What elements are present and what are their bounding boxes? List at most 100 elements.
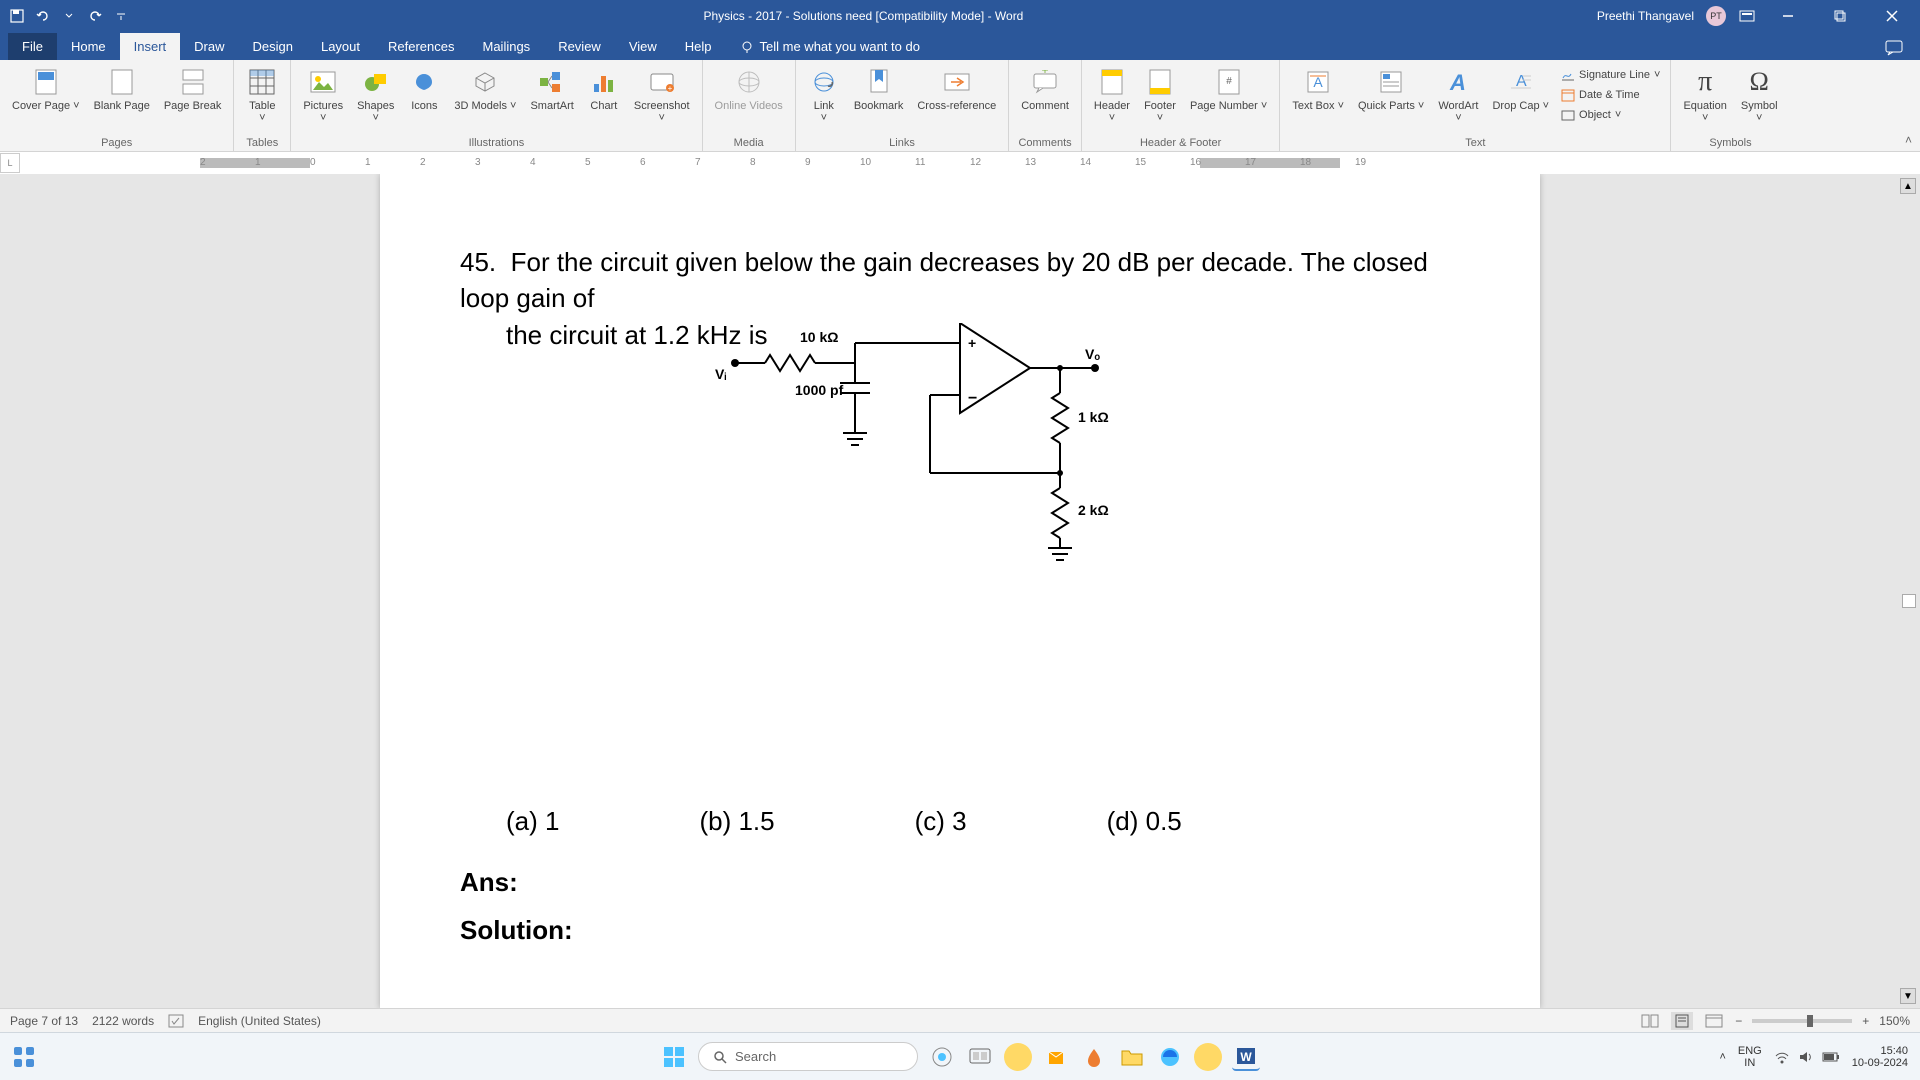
share-comments-icon[interactable] xyxy=(1880,36,1908,60)
ruler-mark: 5 xyxy=(585,157,591,168)
tab-file[interactable]: File xyxy=(8,33,57,60)
page-number-button[interactable]: #Page Number ˅ xyxy=(1184,64,1273,114)
symbol-button[interactable]: ΩSymbol˅ xyxy=(1735,64,1784,126)
equation-button[interactable]: πEquation˅ xyxy=(1677,64,1732,126)
taskbar-search[interactable]: Search xyxy=(698,1042,918,1071)
read-mode-icon[interactable] xyxy=(1639,1012,1661,1030)
split-box[interactable] xyxy=(1902,594,1916,608)
online-videos-button[interactable]: Online Videos xyxy=(709,64,789,114)
taskbar-app-4[interactable] xyxy=(1194,1043,1222,1071)
widgets-icon[interactable] xyxy=(12,1045,36,1069)
tell-me-label: Tell me what you want to do xyxy=(760,39,920,54)
quick-parts-button[interactable]: Quick Parts ˅ xyxy=(1352,64,1430,114)
battery-icon[interactable] xyxy=(1822,1051,1840,1063)
ribbon-group-label: Pages xyxy=(6,135,227,151)
ribbon-group-label: Text xyxy=(1286,135,1664,151)
ribbon-display-icon[interactable] xyxy=(1738,7,1756,25)
redo-icon[interactable] xyxy=(86,7,104,25)
zoom-slider[interactable] xyxy=(1752,1019,1852,1023)
web-layout-icon[interactable] xyxy=(1703,1012,1725,1030)
object-button[interactable]: Object ˅ xyxy=(1557,106,1664,124)
minimize-button[interactable] xyxy=(1768,0,1808,32)
wordart-button[interactable]: AWordArt˅ xyxy=(1432,64,1484,126)
tab-help[interactable]: Help xyxy=(671,33,726,60)
wifi-icon[interactable] xyxy=(1774,1050,1790,1064)
tab-draw[interactable]: Draw xyxy=(180,33,238,60)
input-lang[interactable]: ENG xyxy=(1738,1045,1762,1057)
zoom-thumb[interactable] xyxy=(1807,1015,1813,1027)
link-button[interactable]: Link˅ xyxy=(802,64,846,126)
icons-button[interactable]: Icons xyxy=(402,64,446,114)
date-time-button[interactable]: Date & Time xyxy=(1557,86,1664,104)
horizontal-ruler[interactable]: 21012345678910111213141516171819 xyxy=(200,154,1920,172)
footer-button[interactable]: Footer˅ xyxy=(1138,64,1182,126)
tray-chevron-icon[interactable]: ˄ xyxy=(1719,1051,1725,1063)
tab-layout[interactable]: Layout xyxy=(307,33,374,60)
header-button[interactable]: Header˅ xyxy=(1088,64,1136,126)
zoom-level[interactable]: 150% xyxy=(1879,1014,1910,1028)
input-locale[interactable]: IN xyxy=(1738,1057,1762,1069)
copilot-icon[interactable] xyxy=(928,1043,956,1071)
windows-taskbar: Search W ˄ ENG IN 15:40 10-09-2024 xyxy=(0,1032,1920,1080)
circuit-diagram: + − xyxy=(700,323,1120,583)
file-explorer-icon[interactable] xyxy=(1118,1043,1146,1071)
tab-home[interactable]: Home xyxy=(57,33,120,60)
3d-models-button[interactable]: 3D Models ˅ xyxy=(448,64,522,114)
zoom-in-button[interactable]: + xyxy=(1862,1014,1869,1028)
pictures-button[interactable]: Pictures˅ xyxy=(297,64,349,126)
language-indicator[interactable]: English (United States) xyxy=(198,1014,321,1028)
taskbar-app-2[interactable] xyxy=(1042,1043,1070,1071)
scroll-down-button[interactable]: ▼ xyxy=(1900,988,1916,1004)
tell-me-search[interactable]: Tell me what you want to do xyxy=(726,33,934,60)
customize-qat-icon[interactable] xyxy=(112,7,130,25)
taskbar-app-3[interactable] xyxy=(1080,1043,1108,1071)
tab-review[interactable]: Review xyxy=(544,33,615,60)
signature-line-button[interactable]: Signature Line ˅ xyxy=(1557,66,1664,84)
word-icon[interactable]: W xyxy=(1232,1043,1260,1071)
tab-mailings[interactable]: Mailings xyxy=(469,33,545,60)
word-count[interactable]: 2122 words xyxy=(92,1014,154,1028)
page-indicator[interactable]: Page 7 of 13 xyxy=(10,1014,78,1028)
ruler-mark: 15 xyxy=(1135,157,1146,168)
tab-references[interactable]: References xyxy=(374,33,468,60)
chart-button[interactable]: Chart xyxy=(582,64,626,114)
document-page[interactable]: 45. For the circuit given below the gain… xyxy=(380,174,1540,1008)
chevron-down-icon[interactable] xyxy=(60,7,78,25)
save-icon[interactable] xyxy=(8,7,26,25)
table-button[interactable]: Table˅ xyxy=(240,64,284,126)
zoom-out-button[interactable]: − xyxy=(1735,1014,1742,1028)
user-avatar[interactable]: PT xyxy=(1706,6,1726,26)
page-break-button[interactable]: Page Break xyxy=(158,64,227,114)
drop-cap-button[interactable]: ADrop Cap ˅ xyxy=(1486,64,1555,114)
text-box-button[interactable]: AText Box ˅ xyxy=(1286,64,1350,114)
volume-icon[interactable] xyxy=(1798,1050,1814,1064)
ruler: L 21012345678910111213141516171819 xyxy=(0,152,1920,174)
maximize-button[interactable] xyxy=(1820,0,1860,32)
tab-view[interactable]: View xyxy=(615,33,671,60)
taskbar-app-1[interactable] xyxy=(1004,1043,1032,1071)
collapse-ribbon-icon[interactable]: ˄ xyxy=(1905,133,1912,147)
bookmark-button[interactable]: Bookmark xyxy=(848,64,910,114)
start-button[interactable] xyxy=(660,1043,688,1071)
ruler-mark: 1 xyxy=(255,157,261,168)
spell-check-icon[interactable] xyxy=(168,1014,184,1028)
tab-selector[interactable]: L xyxy=(0,153,20,173)
close-button[interactable] xyxy=(1872,0,1912,32)
comment-button[interactable]: +Comment xyxy=(1015,64,1075,114)
undo-icon[interactable] xyxy=(34,7,52,25)
clock[interactable]: 15:40 10-09-2024 xyxy=(1852,1045,1908,1069)
print-layout-icon[interactable] xyxy=(1671,1012,1693,1030)
tab-insert[interactable]: Insert xyxy=(120,33,181,60)
cover-page-button[interactable]: Cover Page ˅ xyxy=(6,64,86,114)
edge-icon[interactable] xyxy=(1156,1043,1184,1071)
tab-design[interactable]: Design xyxy=(239,33,307,60)
circuit-r3-label: 2 kΩ xyxy=(1078,501,1109,521)
scroll-up-button[interactable]: ▲ xyxy=(1900,178,1916,194)
ruler-mark: 13 xyxy=(1025,157,1036,168)
cross-reference-button[interactable]: Cross-reference xyxy=(911,64,1002,114)
blank-page-button[interactable]: Blank Page xyxy=(88,64,156,114)
shapes-button[interactable]: Shapes˅ xyxy=(351,64,400,126)
screenshot-button[interactable]: +Screenshot˅ xyxy=(628,64,696,126)
smartart-button[interactable]: SmartArt xyxy=(524,64,579,114)
task-view-icon[interactable] xyxy=(966,1043,994,1071)
